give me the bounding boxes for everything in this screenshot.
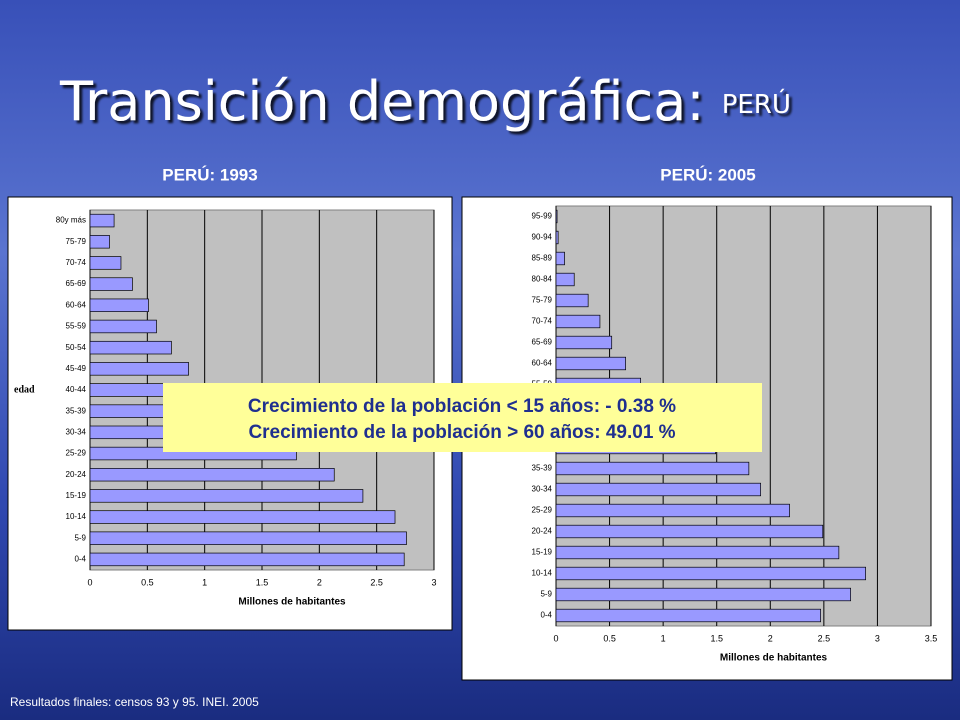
- x-tick-label: 1.5: [710, 633, 723, 643]
- footnote: Resultados finales: censos 93 y 95. INEI…: [10, 695, 259, 709]
- y-tick-label: 75-79: [532, 296, 553, 305]
- bar: [555, 356, 626, 371]
- bar: [555, 461, 750, 476]
- bar: [89, 362, 189, 376]
- title-suffix: PERÚ: [722, 88, 791, 120]
- callout-line: Crecimiento de la población > 60 años: 4…: [248, 422, 675, 443]
- y-tick-label: 40-44: [66, 385, 87, 394]
- x-tick-label: 2.5: [818, 633, 831, 643]
- y-tick-label: 80y más: [56, 216, 86, 225]
- y-tick-label: 60-64: [532, 359, 553, 368]
- x-tick-label: 0.5: [603, 633, 616, 643]
- bar: [555, 335, 613, 350]
- bar: [555, 503, 790, 518]
- bar: [555, 251, 565, 266]
- bar: [89, 510, 396, 524]
- y-tick-label: 65-69: [66, 279, 87, 288]
- y-tick-label: 55-59: [66, 322, 87, 331]
- x-tick-label: 0: [553, 633, 558, 643]
- x-tick-label: 2: [768, 633, 773, 643]
- bar: [555, 272, 575, 287]
- bar: [89, 298, 149, 312]
- y-tick-label: 80-84: [532, 275, 553, 284]
- x-tick-label: 3.5: [925, 633, 938, 643]
- y-tick-label: 65-69: [532, 338, 553, 347]
- y-tick-label: 25-29: [532, 506, 553, 515]
- y-tick-label: 5-9: [540, 590, 552, 599]
- x-tick-label: 3: [875, 633, 880, 643]
- bar: [89, 235, 110, 249]
- x-tick-label: 3: [431, 577, 436, 587]
- chart-title: PERÚ: 1993: [162, 165, 257, 184]
- y-tick-label: 95-99: [532, 212, 553, 221]
- x-tick-label: 0: [87, 577, 92, 587]
- y-tick-label: 0-4: [74, 555, 86, 564]
- bar: [89, 319, 157, 334]
- y-tick-label: 30-34: [66, 427, 87, 436]
- y-tick-label: 25-29: [66, 449, 87, 458]
- y-tick-label: 20-24: [532, 527, 553, 536]
- y-tick-label: 15-19: [66, 491, 87, 500]
- y-tick-label: 35-39: [532, 464, 553, 473]
- bar: [89, 256, 122, 270]
- x-tick-label: 0.5: [141, 577, 154, 587]
- y-tick-label: 5-9: [74, 533, 86, 542]
- bar: [555, 209, 558, 224]
- y-tick-label: 15-19: [532, 548, 553, 557]
- y-tick-label: 75-79: [66, 237, 87, 246]
- x-tick-label: 1.5: [256, 577, 269, 587]
- title-main: Transición demográfica:: [59, 70, 722, 133]
- bar: [555, 230, 559, 245]
- bar: [555, 545, 840, 560]
- y-tick-label: 35-39: [66, 406, 87, 415]
- callout-line: Crecimiento de la población < 15 años: -…: [248, 396, 676, 417]
- slide-title: Transición demográfica: PERÚ: [59, 70, 791, 133]
- chart-title: PERÚ: 2005: [660, 165, 755, 184]
- bar: [555, 608, 821, 623]
- bar: [555, 587, 851, 602]
- y-tick-label: 45-49: [66, 364, 87, 373]
- bar: [89, 277, 133, 291]
- y-tick-label: 20-24: [66, 470, 87, 479]
- bar: [89, 213, 115, 228]
- x-axis-label: Millones de habitantes: [720, 653, 828, 664]
- y-tick-label: 90-94: [532, 233, 553, 242]
- bar: [89, 468, 335, 482]
- y-tick-label: 10-14: [66, 512, 87, 521]
- bar: [555, 524, 824, 539]
- y-tick-label: 60-64: [66, 300, 87, 309]
- y-axis-label: edad: [14, 384, 35, 395]
- y-tick-label: 70-74: [532, 317, 553, 326]
- y-tick-label: 85-89: [532, 254, 553, 263]
- y-tick-label: 0-4: [540, 611, 552, 620]
- x-tick-label: 1: [202, 577, 207, 587]
- bar: [89, 340, 172, 355]
- bar: [555, 293, 589, 308]
- bar: [555, 566, 866, 581]
- x-tick-label: 2.5: [370, 577, 383, 587]
- callout-box: [163, 383, 762, 452]
- bar: [89, 489, 364, 503]
- bar: [555, 314, 601, 329]
- x-tick-label: 2: [317, 577, 322, 587]
- y-tick-label: 30-34: [532, 485, 553, 494]
- y-tick-label: 50-54: [66, 343, 87, 352]
- x-tick-label: 1: [661, 633, 666, 643]
- bar: [89, 552, 405, 567]
- y-tick-label: 70-74: [66, 258, 87, 267]
- bar: [555, 482, 761, 497]
- bar: [89, 531, 407, 545]
- y-tick-label: 10-14: [532, 569, 553, 578]
- x-axis-label: Millones de habitantes: [238, 597, 346, 608]
